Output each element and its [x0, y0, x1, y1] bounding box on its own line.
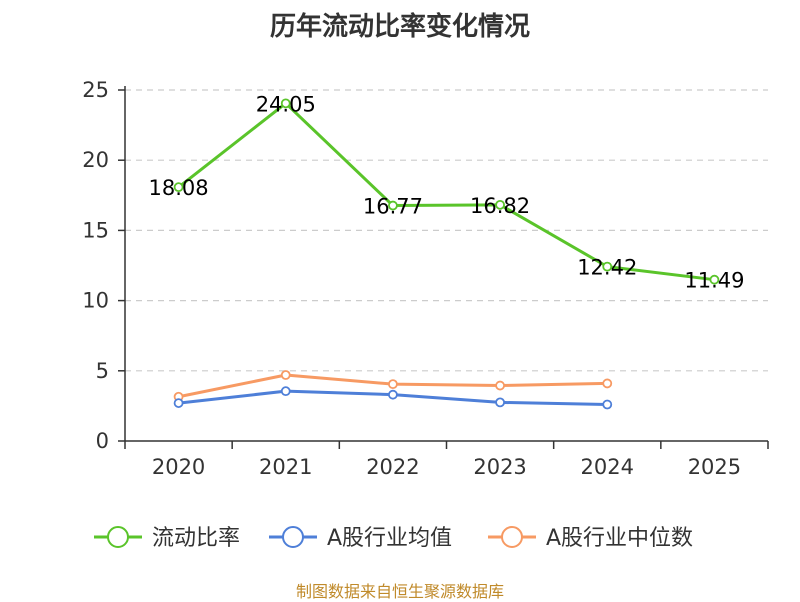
- x-tick-label: 2022: [366, 455, 419, 479]
- source-note: 制图数据来自恒生聚源数据库: [295, 582, 504, 601]
- data-label: 12.42: [577, 256, 637, 280]
- data-label-layer: 18.08 24.05 16.77 16.82 12.42 11.49: [149, 92, 745, 292]
- data-label: 18.08: [149, 176, 209, 200]
- series-layer: [173, 98, 720, 410]
- y-tick-label: 15: [82, 218, 109, 242]
- data-point: [709, 274, 720, 285]
- legend-marker: [107, 526, 129, 548]
- data-point: [495, 380, 505, 391]
- x-tick-label: 2023: [473, 455, 526, 479]
- legend-marker: [282, 526, 304, 548]
- data-point: [280, 98, 291, 109]
- data-label: 24.05: [256, 92, 316, 116]
- series-line-0: [177, 101, 715, 282]
- data-point: [388, 389, 398, 400]
- data-point: [388, 379, 398, 390]
- y-tick-label: 5: [96, 359, 109, 383]
- data-point: [495, 199, 505, 210]
- x-tick-label: 2024: [581, 455, 634, 479]
- legend-marker: [501, 526, 523, 548]
- y-tick-label: 0: [96, 429, 109, 453]
- x-tick-label: 2021: [259, 455, 312, 479]
- data-point: [280, 370, 291, 380]
- data-point: [173, 398, 184, 408]
- data-point: [495, 397, 505, 408]
- data-label: 16.82: [470, 194, 530, 218]
- x-tick-label: 2020: [152, 455, 205, 479]
- legend-label: 流动比率: [152, 526, 240, 551]
- data-label: 16.77: [363, 195, 423, 219]
- y-tick-label: 25: [82, 78, 109, 102]
- y-tick-label: 10: [82, 289, 109, 313]
- legend-label: A股行业中位数: [546, 526, 693, 551]
- data-point: [280, 386, 291, 397]
- data-point: [602, 261, 613, 272]
- y-tick-label: 20: [82, 148, 109, 172]
- legend: 流动比率 A股行业均值 A股行业中位数: [94, 526, 693, 551]
- grid-layer: [125, 89, 768, 372]
- data-point: [602, 399, 613, 410]
- legend-label: A股行业均值: [327, 526, 452, 551]
- data-point: [388, 200, 398, 211]
- data-point: [173, 182, 184, 193]
- chart-title: 历年流动比率变化情况: [269, 12, 530, 42]
- data-label: 11.49: [684, 269, 744, 293]
- x-tick-label: 2025: [688, 455, 741, 479]
- data-point: [602, 378, 613, 389]
